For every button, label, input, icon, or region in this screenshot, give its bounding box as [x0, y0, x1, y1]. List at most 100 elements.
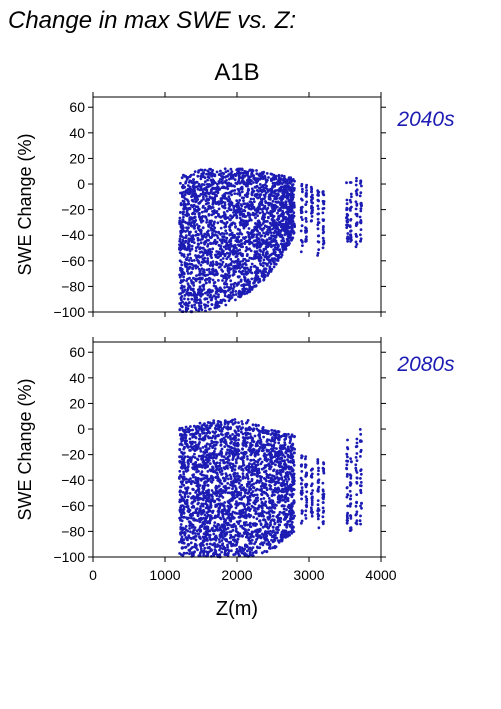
data-point [180, 450, 183, 454]
data-point [288, 234, 292, 237]
data-point [235, 246, 238, 250]
data-point [203, 180, 207, 184]
data-point [189, 482, 193, 486]
data-point [230, 231, 234, 235]
data-point [355, 176, 358, 180]
data-point [346, 220, 350, 224]
data-point [266, 494, 270, 498]
data-point [241, 263, 245, 266]
data-point [186, 277, 190, 281]
data-point [216, 441, 219, 444]
data-point [193, 441, 197, 444]
data-point [264, 201, 268, 205]
data-point [219, 180, 223, 184]
data-point [215, 250, 219, 253]
data-point [229, 279, 233, 283]
data-point [248, 179, 252, 183]
data-point [262, 188, 266, 191]
data-point [202, 235, 206, 239]
data-point [250, 193, 254, 196]
data-point [224, 280, 228, 283]
data-point [255, 239, 259, 242]
data-point [181, 194, 184, 198]
data-point [267, 442, 270, 446]
data-point [184, 265, 188, 268]
data-point [260, 199, 264, 203]
data-point [275, 447, 278, 450]
data-point [301, 190, 304, 194]
data-point [359, 233, 362, 237]
data-point [248, 542, 252, 545]
data-point [299, 250, 303, 254]
data-point [251, 428, 255, 432]
data-point [206, 288, 210, 292]
data-point [263, 525, 267, 528]
data-point [207, 185, 210, 189]
data-point [240, 204, 244, 208]
data-point [274, 192, 277, 196]
data-point [208, 537, 212, 540]
data-point [217, 252, 221, 256]
data-point [271, 199, 275, 203]
data-point [237, 452, 241, 456]
data-point [203, 527, 206, 530]
data-point [236, 455, 240, 459]
data-point [211, 289, 214, 293]
data-point [285, 178, 288, 182]
data-point [185, 262, 189, 265]
data-point [197, 291, 200, 294]
data-point [195, 296, 199, 299]
data-point [206, 293, 210, 297]
data-point [178, 273, 182, 277]
data-point [202, 287, 206, 291]
data-point [279, 535, 283, 539]
data-point [182, 200, 186, 203]
data-point [265, 225, 269, 229]
data-point [355, 193, 359, 197]
data-point [226, 420, 229, 424]
data-point [184, 477, 188, 481]
data-point [211, 495, 214, 499]
data-point [182, 278, 186, 282]
data-point [246, 170, 250, 174]
data-point [321, 236, 325, 240]
data-point [283, 203, 287, 206]
data-point [359, 237, 363, 241]
data-point [217, 468, 221, 472]
data-point [189, 288, 193, 291]
data-point [311, 196, 314, 200]
data-point [277, 174, 281, 178]
data-point [206, 178, 210, 182]
data-point [198, 421, 202, 425]
data-point [238, 262, 242, 265]
data-point [249, 270, 253, 274]
data-point [252, 228, 256, 232]
data-point [179, 281, 183, 284]
data-point [198, 280, 202, 284]
data-point [251, 493, 255, 497]
data-point [222, 527, 226, 531]
data-point [242, 527, 246, 531]
data-point [187, 534, 191, 537]
data-point [208, 277, 212, 281]
data-point [199, 241, 203, 245]
data-point [231, 174, 235, 178]
data-point [249, 200, 253, 204]
data-point [290, 474, 294, 477]
y-tick-label: 40 [69, 125, 85, 141]
data-point [230, 492, 234, 496]
data-point [292, 511, 295, 515]
data-point [193, 303, 197, 307]
data-point [201, 226, 205, 230]
data-point [199, 449, 203, 453]
data-point [184, 181, 188, 185]
data-point [199, 219, 203, 223]
data-point [201, 504, 205, 508]
data-point [287, 236, 290, 240]
data-point [279, 520, 283, 524]
data-point [231, 189, 235, 193]
data-point [235, 264, 239, 268]
data-point [286, 196, 290, 200]
data-point [253, 472, 256, 476]
data-point [292, 231, 296, 235]
